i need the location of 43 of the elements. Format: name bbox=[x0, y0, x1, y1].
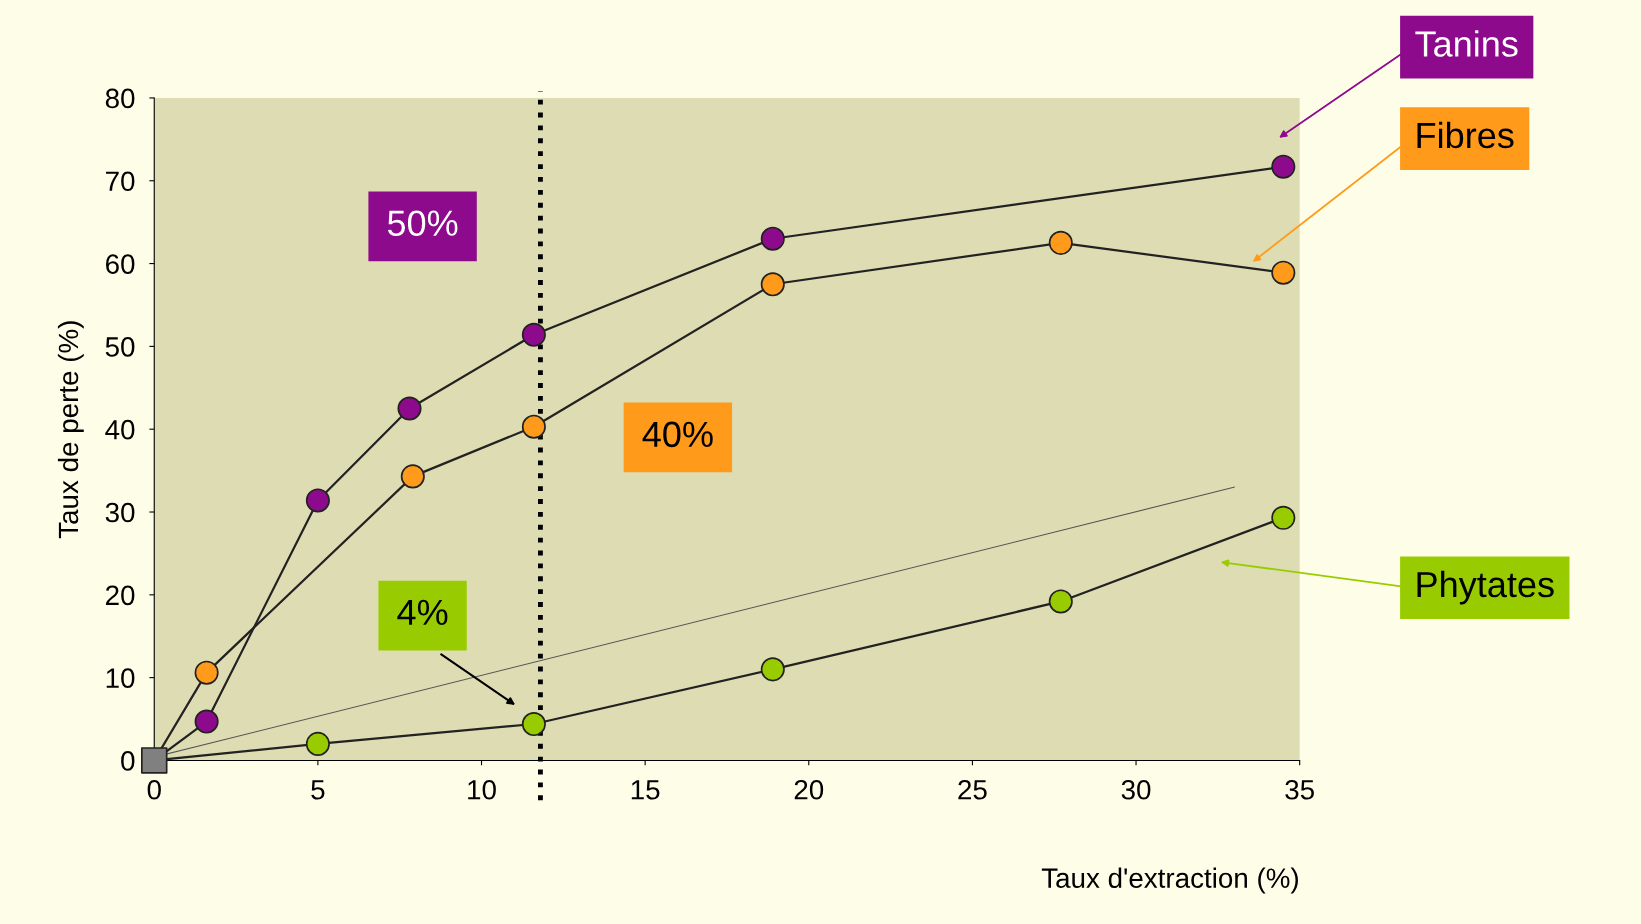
y-tick-label: 20 bbox=[106, 585, 135, 606]
annotation: 4% bbox=[397, 599, 448, 626]
point bbox=[1048, 589, 1073, 614]
x-tick-label: 10 bbox=[468, 779, 496, 800]
point bbox=[521, 322, 546, 347]
point bbox=[305, 731, 330, 756]
y-tick-label: 80 bbox=[105, 88, 135, 109]
point bbox=[1271, 154, 1296, 179]
point bbox=[194, 709, 219, 734]
annotation: 50% bbox=[387, 210, 458, 236]
point bbox=[521, 711, 546, 737]
point bbox=[397, 396, 422, 421]
point bbox=[760, 657, 785, 682]
y-tick-label: 60 bbox=[106, 254, 135, 274]
x-tick-label: 25 bbox=[958, 779, 987, 800]
point bbox=[760, 226, 785, 251]
x-tick-label: 20 bbox=[794, 779, 824, 800]
x-tick-label: 35 bbox=[1285, 779, 1314, 800]
point bbox=[140, 747, 168, 774]
text: Tanins bbox=[1415, 30, 1518, 57]
y-tick-label: 30 bbox=[105, 502, 135, 523]
point bbox=[760, 272, 785, 297]
y-axis-title: Taux de perte (%) bbox=[57, 321, 84, 539]
y-tick-label: 0 bbox=[121, 751, 135, 771]
y-tick-label: 70 bbox=[106, 171, 135, 192]
point bbox=[305, 488, 330, 513]
y-tick-label: 40 bbox=[105, 419, 135, 440]
point bbox=[1271, 260, 1296, 285]
text: Phytates bbox=[1417, 570, 1554, 605]
x-tick-label: 5 bbox=[311, 780, 325, 800]
y-tick-label: 10 bbox=[106, 668, 135, 688]
point bbox=[194, 660, 219, 685]
point bbox=[1271, 505, 1296, 530]
point bbox=[400, 464, 425, 489]
point bbox=[1048, 230, 1073, 255]
point bbox=[521, 414, 546, 439]
x-tick-label: 0 bbox=[147, 779, 161, 800]
x-tick-label: 15 bbox=[631, 780, 660, 800]
text: Fibres bbox=[1417, 121, 1514, 149]
x-axis-title: Taux d'extraction (%) bbox=[1041, 867, 1298, 894]
x-tick-label: 30 bbox=[1121, 779, 1151, 800]
annotation: 40% bbox=[642, 421, 713, 448]
y-tick-label: 50 bbox=[105, 337, 135, 357]
